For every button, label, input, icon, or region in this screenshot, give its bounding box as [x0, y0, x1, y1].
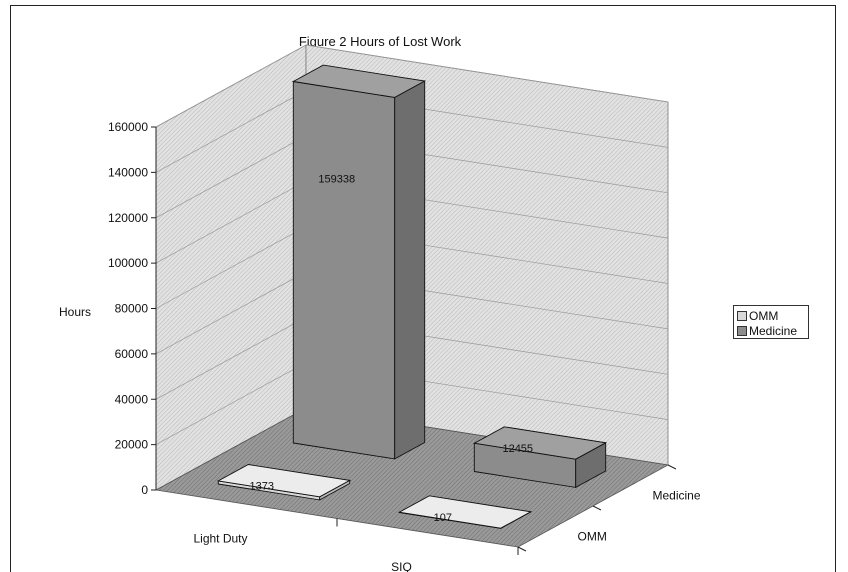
legend-label-omm: OMM — [749, 308, 779, 323]
bar-top-face — [216, 464, 352, 498]
bar-medicine-siq — [472, 426, 608, 489]
x-category-label: SIQ — [391, 560, 412, 572]
bar-top-face — [397, 495, 533, 529]
chart-title: Figure 2 Hours of Lost Work — [299, 34, 462, 49]
y-tick-label: 20000 — [115, 438, 149, 452]
data-label: 159338 — [318, 174, 355, 186]
bar-side-face — [394, 80, 426, 460]
z-series-label: Medicine — [653, 489, 701, 503]
gridline — [155, 44, 669, 128]
z-tick — [592, 505, 602, 511]
bars: 159338 12455 1373 107 — [216, 64, 608, 530]
y-axis-label: Hours — [59, 305, 91, 319]
bar-top-face — [472, 426, 608, 460]
y-tick-label: 140000 — [108, 165, 148, 179]
bar-top-face — [291, 64, 427, 98]
z-tick — [517, 546, 527, 552]
y-tick-label: 40000 — [115, 392, 149, 406]
y-tick-label: 100000 — [108, 256, 148, 270]
legend-label-medicine: Medicine — [749, 323, 798, 338]
z-series-label: OMM — [578, 530, 607, 544]
x-category-label: Light Duty — [193, 531, 247, 545]
y-tick-label: 60000 — [115, 347, 149, 361]
y-tick-label: 160000 — [108, 120, 148, 134]
data-label: 1373 — [250, 481, 274, 493]
legend: OMM Medicine — [733, 305, 809, 339]
y-axis: 0 20000 40000 60000 80000 100000 120000 140000 1… — [108, 120, 157, 497]
z-tick — [667, 464, 677, 470]
legend-swatch-omm — [737, 310, 747, 321]
y-tick-label: 80000 — [115, 302, 149, 316]
legend-item-omm: OMM — [737, 308, 805, 323]
data-label: 107 — [434, 512, 452, 524]
data-label: 12455 — [502, 443, 533, 455]
y-tick-label: 120000 — [108, 211, 148, 225]
x-axis-labels: Light Duty SIQ Medicine OMM — [193, 464, 701, 572]
y-tick-label: 0 — [141, 483, 148, 497]
legend-item-medicine: Medicine — [737, 323, 805, 338]
chart-frame — [10, 5, 836, 572]
bar-omm-light-duty — [216, 464, 352, 501]
bar-omm-siq — [397, 495, 533, 530]
legend-swatch-medicine — [737, 325, 747, 336]
bar-medicine-light-duty — [291, 64, 427, 460]
bar-front-face — [292, 80, 396, 460]
